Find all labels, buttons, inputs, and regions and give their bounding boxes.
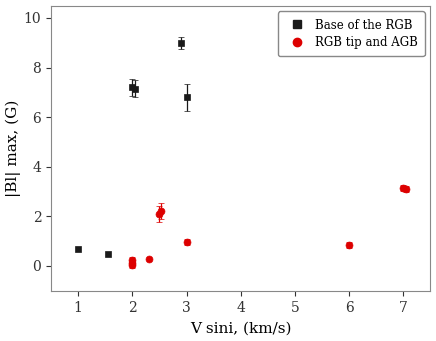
Y-axis label: |Bl| max, (G): |Bl| max, (G) bbox=[6, 100, 21, 197]
Legend: Base of the RGB, RGB tip and AGB: Base of the RGB, RGB tip and AGB bbox=[278, 12, 425, 56]
X-axis label: V sini, (km/s): V sini, (km/s) bbox=[190, 322, 292, 336]
